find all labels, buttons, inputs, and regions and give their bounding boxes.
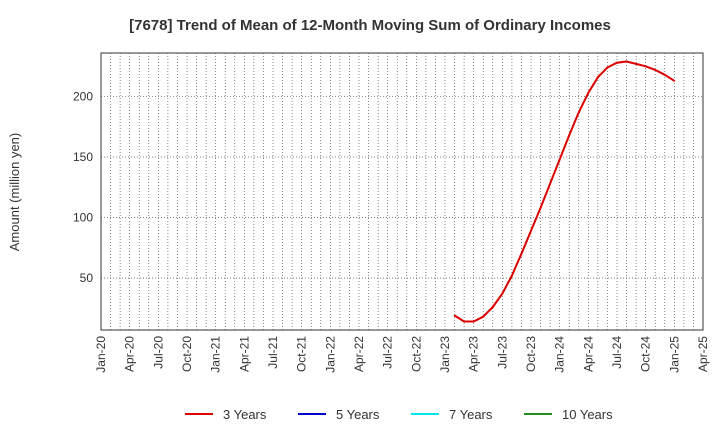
- legend-label: 3 Years: [223, 407, 267, 422]
- y-tick-label: 50: [80, 271, 94, 285]
- data-point: [644, 65, 647, 68]
- x-tick-label: Jul-24: [610, 336, 624, 369]
- data-point: [453, 314, 456, 317]
- data-point: [472, 320, 475, 323]
- data-point: [530, 229, 532, 232]
- x-tick-label: Jul-20: [151, 336, 165, 369]
- y-tick-label: 200: [73, 90, 93, 104]
- data-point: [606, 66, 609, 69]
- y-axis-label: Amount (million yen): [7, 133, 22, 252]
- x-tick-label: Apr-25: [696, 336, 710, 372]
- data-point: [539, 206, 542, 209]
- legend-label: 5 Years: [336, 407, 380, 422]
- data-point: [511, 274, 513, 277]
- data-point: [501, 292, 504, 295]
- data-point: [587, 92, 590, 94]
- x-tick-label: Jan-24: [553, 336, 567, 373]
- data-point: [463, 320, 465, 323]
- data-point: [625, 60, 628, 63]
- y-tick-label: 150: [73, 150, 93, 164]
- data-point: [654, 69, 657, 71]
- data-point: [558, 158, 561, 161]
- x-tick-label: Apr-22: [352, 336, 366, 372]
- x-tick-label: Apr-20: [123, 336, 137, 372]
- data-point: [616, 61, 618, 64]
- data-point: [635, 63, 637, 65]
- legend: 3 Years 5 Years 7 Years 10 Years: [185, 407, 613, 422]
- legend-label: 10 Years: [562, 407, 613, 422]
- data-point: [577, 111, 580, 114]
- plot-series: [453, 60, 676, 323]
- x-tick-label: Apr-23: [467, 336, 481, 372]
- data-point: [520, 252, 523, 255]
- data-point: [663, 73, 666, 76]
- chart-title: [7678] Trend of Mean of 12-Month Moving …: [129, 17, 611, 34]
- x-tick-label: Oct-20: [180, 336, 194, 372]
- x-tick-label: Apr-24: [581, 336, 595, 372]
- data-point: [568, 134, 571, 137]
- series-line: [454, 60, 675, 323]
- x-tick-label: Jan-21: [209, 336, 223, 373]
- legend-label: 7 Years: [449, 407, 493, 422]
- data-point: [597, 76, 599, 79]
- x-tick-label: Jan-25: [667, 336, 681, 373]
- x-tick-label: Oct-24: [639, 336, 653, 372]
- x-tick-label: Jan-20: [94, 336, 108, 373]
- data-point: [673, 79, 676, 82]
- data-point: [482, 315, 485, 318]
- x-axis-ticks: Jan-20 Apr-20 Jul-20 Oct-20 Jan-21 Apr-21 Jul-…: [94, 336, 710, 373]
- x-tick-label: Jul-22: [381, 336, 395, 369]
- x-tick-label: Jul-23: [495, 336, 509, 369]
- x-tick-label: Oct-22: [409, 336, 423, 372]
- x-tick-label: Oct-23: [524, 336, 538, 372]
- x-tick-label: Jul-21: [266, 336, 280, 369]
- x-tick-label: Apr-21: [237, 336, 251, 372]
- grid: [100, 53, 704, 330]
- x-tick-label: Jan-22: [323, 336, 337, 373]
- y-axis-ticks: 50 100 150 200: [73, 90, 93, 285]
- x-tick-label: Oct-21: [295, 336, 309, 372]
- y-tick-label: 100: [73, 211, 93, 225]
- plot-frame: [100, 52, 704, 331]
- data-point: [491, 306, 494, 308]
- x-tick-label: Jan-23: [438, 336, 452, 373]
- data-point: [549, 182, 551, 185]
